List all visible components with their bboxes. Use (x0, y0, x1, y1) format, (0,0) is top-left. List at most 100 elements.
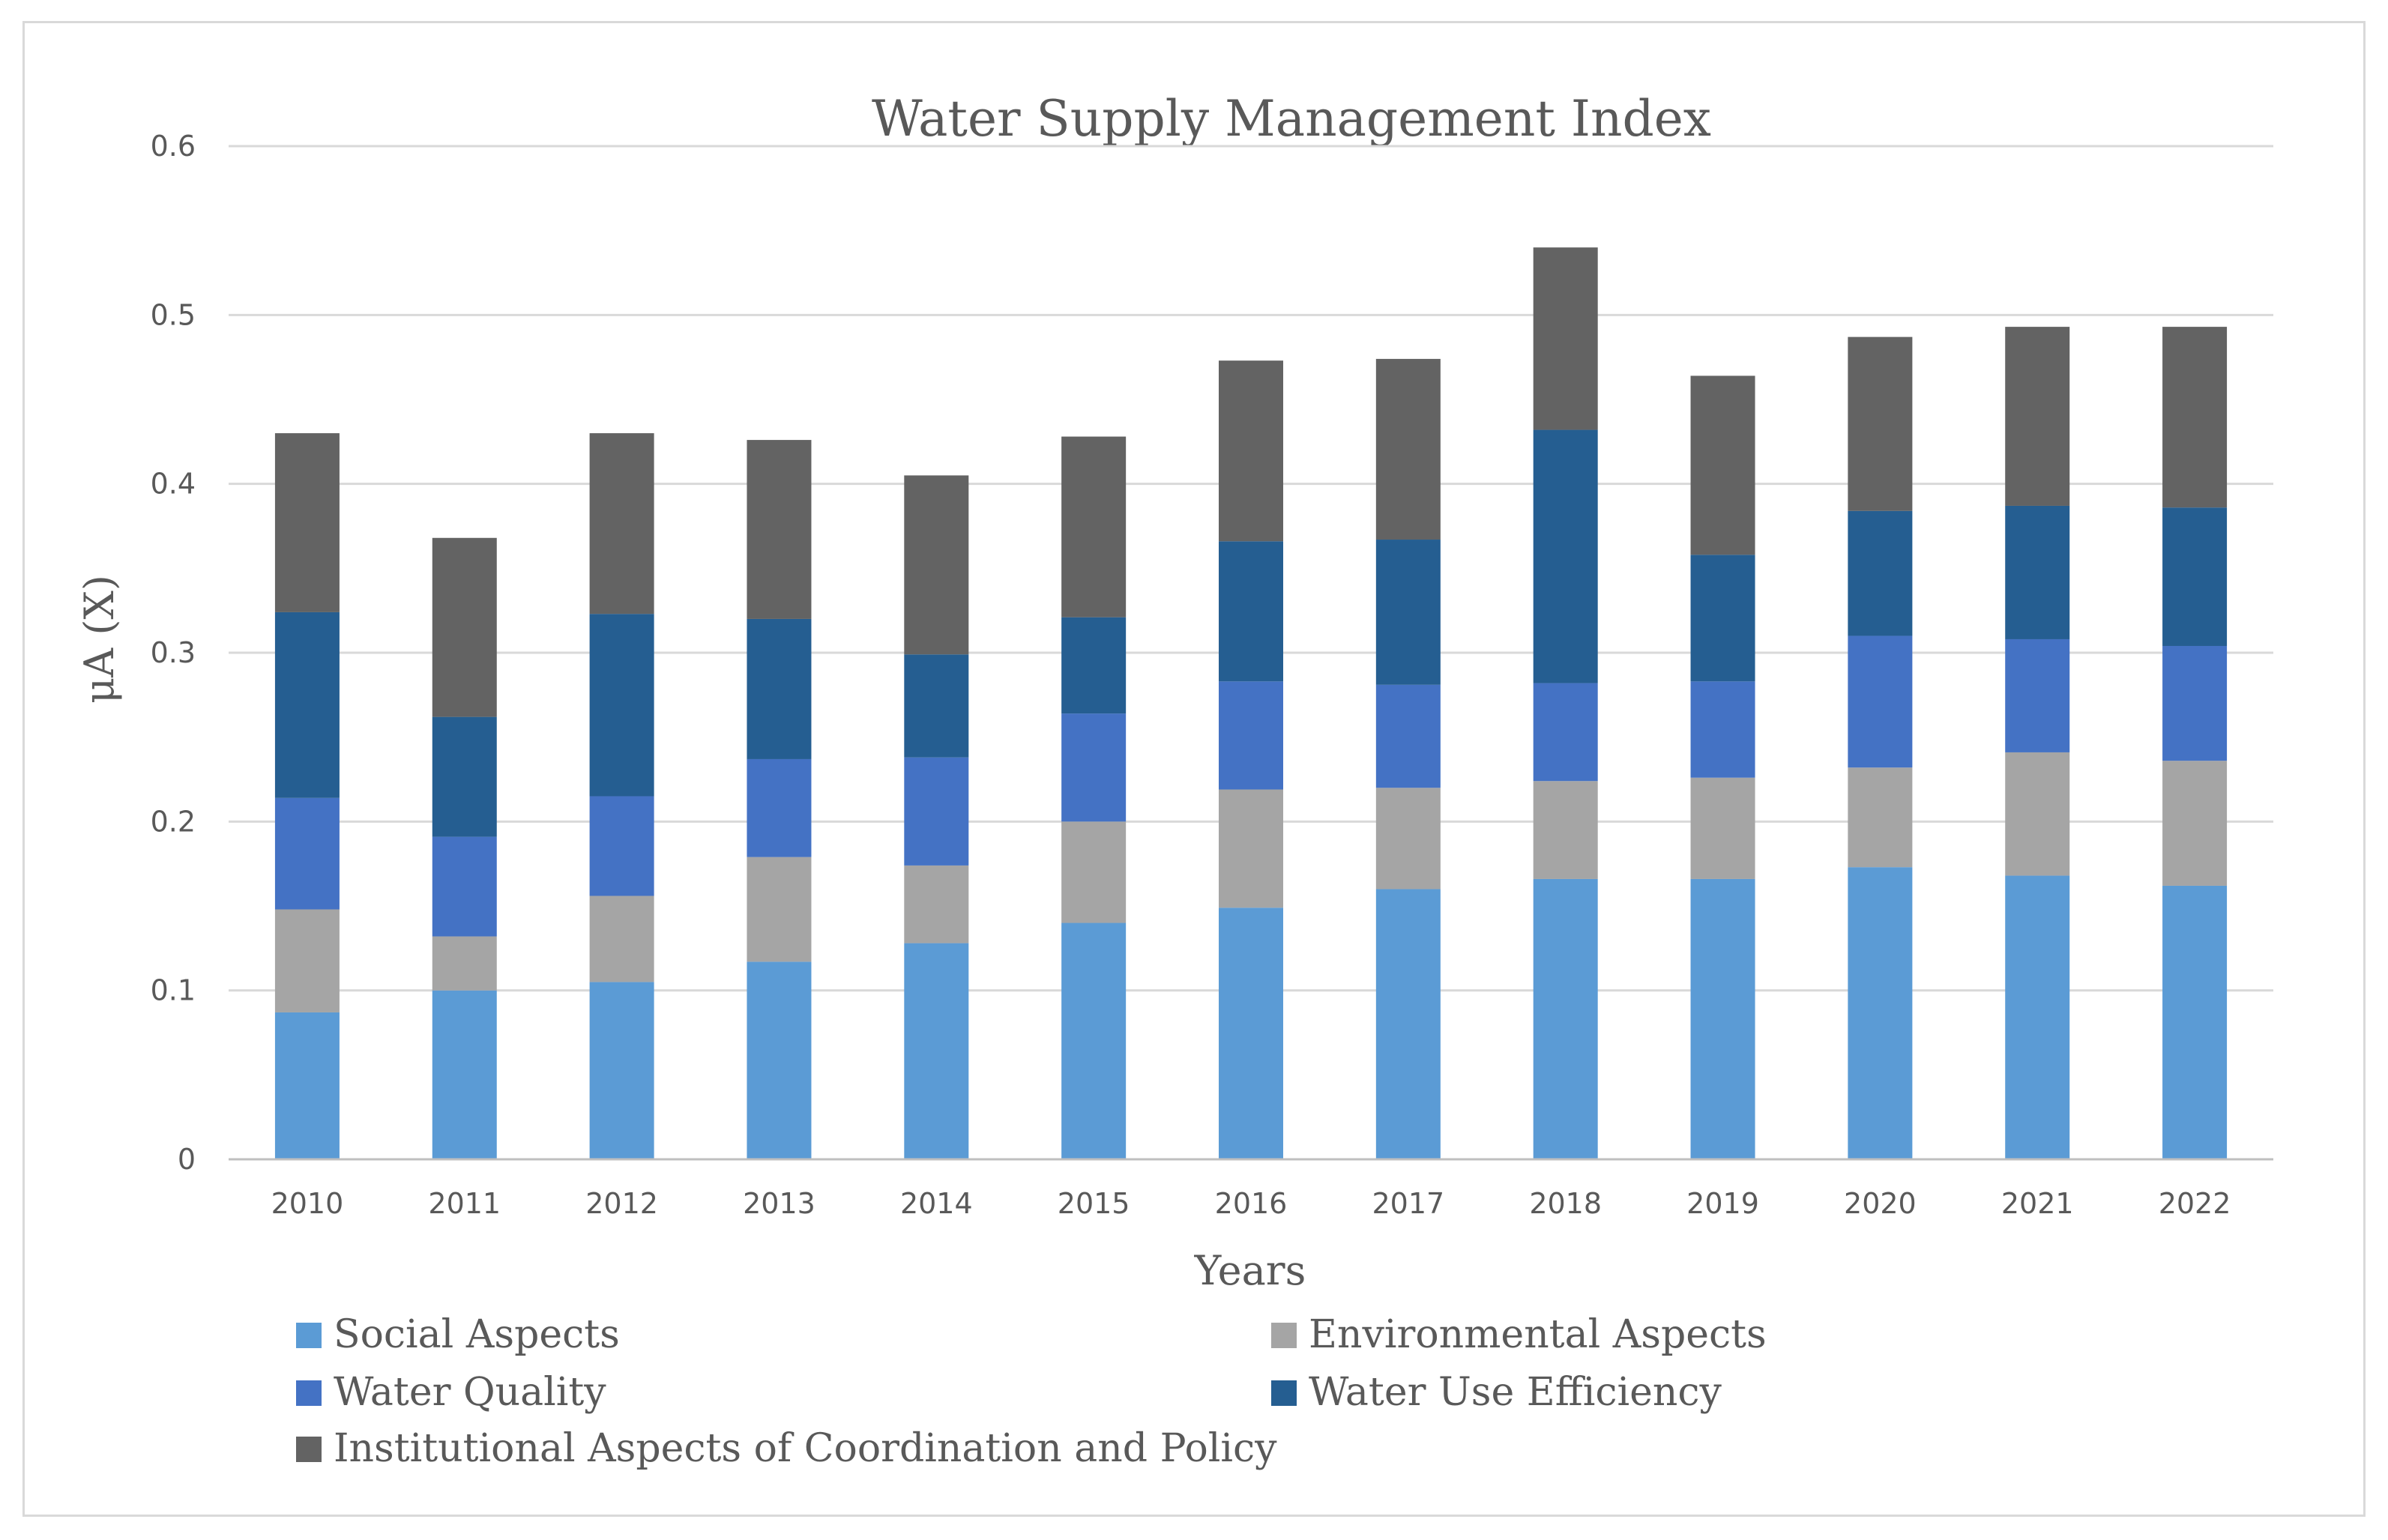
y-tick-label: 0.6 (151, 130, 196, 163)
x-tick-label: 2018 (1529, 1187, 1602, 1220)
legend-label: Water Quality (334, 1370, 606, 1415)
legend-label: Institutional Aspects of Coordination an… (334, 1426, 1277, 1471)
legend-swatch (1271, 1380, 1297, 1406)
bar-segment (2162, 761, 2228, 886)
bar-segment (1061, 713, 1127, 822)
bar-segment (1533, 247, 1598, 430)
bar-segment (1533, 683, 1598, 782)
legend-swatch (296, 1437, 322, 1462)
y-tick-label: 0.3 (151, 636, 196, 669)
x-tick-label: 2011 (428, 1187, 501, 1220)
bar-segment (1375, 684, 1441, 788)
bar-segment (1690, 375, 1755, 555)
bar-segment (2005, 327, 2070, 506)
y-tick-label: 0 (178, 1143, 196, 1176)
chart-frame: Water Supply Management Index 0 0.1 0.2 0.3… (22, 21, 2366, 1517)
bar-segment (1690, 777, 1755, 879)
bar-segment (1533, 878, 1598, 1159)
legend-label: Environmental Aspects (1309, 1312, 1767, 1357)
x-tick-label: 2013 (743, 1187, 815, 1220)
bar-segment (589, 982, 654, 1159)
x-axis-ticks: 2010 2011 2012 2013 2014 2015 2016 2017 2018 2019… (271, 1187, 2231, 1220)
bar-segment (432, 936, 497, 991)
bar-segment (1848, 867, 1913, 1159)
bar-segment (747, 618, 812, 759)
x-tick-label: 2019 (1686, 1187, 1759, 1220)
bar-segment (1375, 358, 1441, 540)
bar-segment (2005, 752, 2070, 876)
bar-segment (1061, 923, 1127, 1159)
bar-segment (274, 909, 340, 1012)
bar-segment (1061, 436, 1127, 617)
legend-swatch (296, 1380, 322, 1406)
bar-segment (589, 896, 654, 982)
bar-segment (747, 758, 812, 857)
bar-segment (432, 716, 497, 837)
bars (274, 247, 2228, 1159)
bar-segment (1375, 540, 1441, 685)
bar-segment (1219, 541, 1283, 682)
legend-label: Social Aspects (334, 1312, 620, 1357)
legend-swatch (1271, 1323, 1297, 1348)
y-axis-title: μA (X) (76, 575, 123, 704)
bar-segment (904, 654, 969, 758)
bar-segment (2005, 505, 2070, 639)
bar-segment (1061, 617, 1127, 714)
bar-segment (1690, 681, 1755, 778)
bar-segment (904, 757, 969, 866)
y-tick-label: 0.2 (151, 805, 196, 838)
bar-segment (1219, 789, 1283, 908)
bar-segment (589, 433, 654, 615)
bar-segment (1690, 878, 1755, 1159)
bar-segment (274, 1012, 340, 1159)
x-tick-label: 2021 (2001, 1187, 2074, 1220)
bar-segment (2005, 638, 2070, 752)
bar-segment (1533, 429, 1598, 683)
bar-segment (747, 961, 812, 1159)
bar-segment (1375, 788, 1441, 890)
x-tick-label: 2020 (1844, 1187, 1917, 1220)
bar-segment (1219, 360, 1283, 542)
x-tick-label: 2016 (1215, 1187, 1288, 1220)
x-axis-title: Years (1194, 1247, 1306, 1294)
bar-segment (2162, 885, 2228, 1159)
bar-segment (432, 836, 497, 937)
bar-segment (589, 796, 654, 896)
legend: Social Aspects Environmental Aspects Water… (296, 1312, 1767, 1471)
x-tick-label: 2014 (900, 1187, 973, 1220)
bar-segment (1533, 781, 1598, 879)
stacked-bar-chart: Water Supply Management Index 0 0.1 0.2 0.3… (76, 90, 2273, 1471)
x-tick-label: 2012 (585, 1187, 658, 1220)
bar-segment (1848, 767, 1913, 868)
bar-segment (904, 475, 969, 655)
bar-segment (2162, 327, 2228, 508)
x-tick-label: 2015 (1058, 1187, 1130, 1220)
bar-segment (589, 614, 654, 797)
bar-segment (274, 612, 340, 798)
bar-segment (904, 943, 969, 1159)
y-tick-label: 0.4 (151, 468, 196, 501)
bar-segment (747, 440, 812, 619)
bar-segment (1219, 908, 1283, 1159)
bar-segment (1061, 821, 1127, 923)
bar-segment (1375, 889, 1441, 1159)
legend-swatch (296, 1323, 322, 1348)
bar-segment (1848, 336, 1913, 511)
bar-segment (274, 797, 340, 910)
bar-segment (1848, 510, 1913, 636)
y-axis-ticks: 0 0.1 0.2 0.3 0.4 0.5 0.6 (151, 130, 196, 1176)
x-tick-label: 2022 (2159, 1187, 2231, 1220)
y-tick-label: 0.1 (151, 974, 196, 1007)
bar-segment (1219, 681, 1283, 790)
bar-segment (2162, 507, 2228, 646)
bar-segment (1848, 635, 1913, 768)
legend-label: Water Use Efficiency (1309, 1370, 1722, 1415)
bar-segment (432, 990, 497, 1159)
bar-segment (2162, 645, 2228, 761)
bar-segment (1690, 555, 1755, 682)
x-tick-label: 2017 (1372, 1187, 1444, 1220)
bar-segment (2005, 875, 2070, 1159)
bar-segment (432, 537, 497, 717)
bar-segment (747, 857, 812, 962)
bar-segment (904, 865, 969, 943)
